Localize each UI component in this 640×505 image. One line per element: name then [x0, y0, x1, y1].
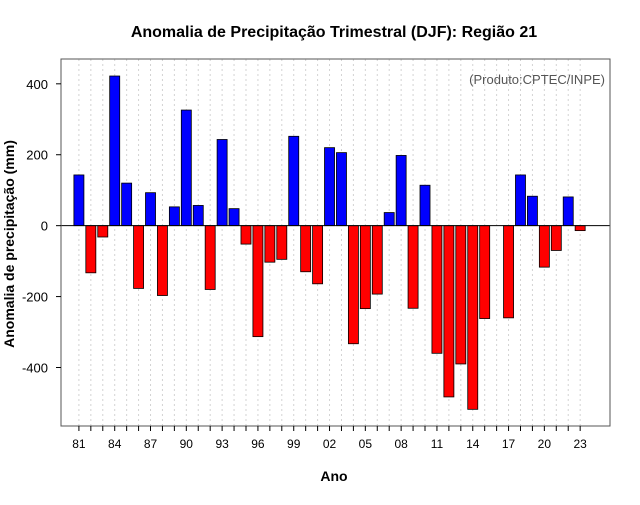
bar-2017 [503, 225, 514, 319]
y-tick-label: -400 [22, 360, 48, 375]
bar-1988 [157, 225, 168, 296]
x-tick-label: 96 [251, 437, 265, 451]
x-tick-label: 08 [394, 437, 408, 451]
bar-2006 [371, 225, 383, 295]
bar-2019 [527, 195, 538, 227]
bar-2022 [562, 196, 574, 227]
credit-label: (Produto:CPTEC/INPE) [469, 72, 605, 87]
bar-1999 [288, 135, 300, 227]
bar-1990 [180, 109, 192, 227]
bar-1982 [85, 225, 97, 274]
y-tick-label: 200 [26, 148, 48, 163]
chart-title: Anomalia de Precipitação Trimestral (DJF… [131, 24, 537, 41]
x-tick-label: 93 [215, 437, 229, 451]
bar-2004 [347, 225, 359, 345]
bar-1981 [73, 174, 85, 227]
bar-1989 [168, 206, 180, 227]
bar-1985 [121, 182, 133, 227]
x-tick-label: 11 [431, 437, 444, 451]
bar-2005 [359, 225, 371, 310]
bar-2012 [443, 225, 455, 398]
x-tick-label: 14 [466, 437, 480, 451]
bar-1995 [240, 225, 252, 245]
y-axis-label: Anomalia de precipitação (mm) [1, 140, 17, 348]
x-axis: 81 84 87 90 93 96 99 02 05 08 11 14 17 20 23 [72, 426, 587, 451]
bar-1984 [109, 75, 121, 227]
bar-2023 [574, 225, 586, 232]
bar-2002 [324, 147, 335, 227]
bar-2003 [336, 152, 347, 227]
bar-2008 [395, 155, 407, 227]
grid-lines [78, 59, 581, 426]
bar-1996 [252, 225, 264, 338]
bar-2007 [383, 212, 395, 227]
bar-1993 [216, 139, 228, 227]
bar-2014 [467, 225, 479, 410]
x-tick-label: 23 [573, 437, 587, 451]
bar-2020 [538, 225, 550, 268]
bar-1998 [276, 225, 288, 260]
bar-1994 [228, 208, 240, 227]
bar-1991 [192, 205, 204, 227]
bar-2018 [515, 174, 526, 227]
x-tick-label: 90 [180, 437, 194, 451]
x-tick-label: 17 [502, 437, 516, 451]
y-tick-label: 400 [26, 77, 48, 92]
bar-2013 [455, 225, 467, 365]
bar-2009 [407, 225, 419, 309]
x-axis-label: Ano [320, 468, 347, 484]
x-tick-label: 84 [108, 437, 122, 451]
y-tick-label: -200 [22, 290, 48, 305]
bar-1992 [204, 225, 216, 290]
bar-2001 [312, 225, 324, 285]
y-tick-label: 0 [41, 219, 48, 234]
bar-2010 [419, 184, 431, 227]
bar-1983 [97, 225, 109, 238]
bar-1997 [264, 225, 276, 263]
bar-1986 [133, 225, 144, 289]
bars [73, 75, 586, 410]
y-axis: -400 -200 0 200 400 [22, 77, 61, 375]
x-tick-label: 02 [323, 437, 337, 451]
bar-2015 [479, 225, 491, 319]
x-tick-label: 81 [72, 437, 86, 451]
plot-frame [60, 58, 611, 427]
bar-2000 [300, 225, 312, 273]
x-tick-label: 05 [359, 437, 373, 451]
x-tick-label: 99 [287, 437, 301, 451]
bar-2011 [431, 225, 443, 354]
bar-1987 [145, 192, 156, 227]
bar-2021 [550, 225, 562, 251]
x-tick-label: 87 [144, 437, 158, 451]
x-tick-label: 20 [538, 437, 552, 451]
